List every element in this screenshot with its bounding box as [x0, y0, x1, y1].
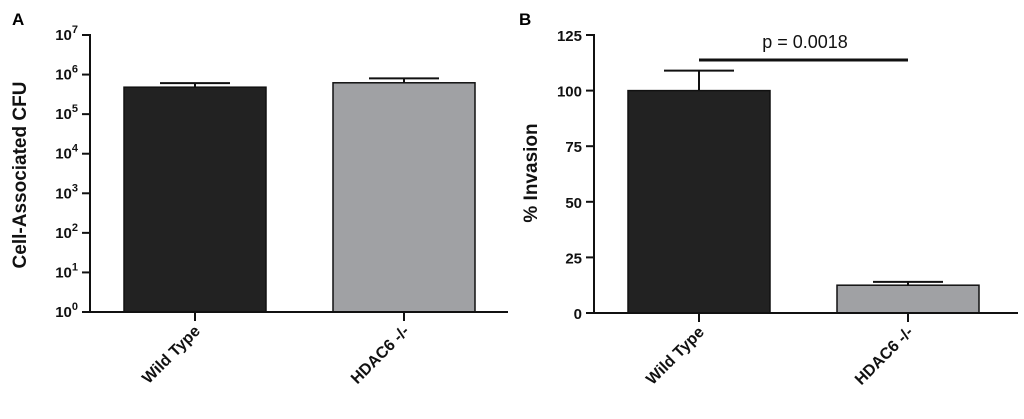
- panel-b-category-label: HDAC6 -/-: [852, 324, 917, 389]
- panel-a-bars: [123, 77, 476, 313]
- panel-b-y-tick-label: 125: [557, 28, 582, 45]
- panel-b-bar: [627, 89, 771, 314]
- panel-b-y-ticks: 0 25 50 75 100 125: [557, 28, 594, 323]
- panel-b-y-tick-label: 75: [565, 139, 582, 156]
- panel-b-category-label: Wild Type: [643, 324, 708, 389]
- panel-b-x-tick-labels: Wild Type HDAC6 -/-: [643, 313, 917, 389]
- panel-a-y-tick-label: 103: [55, 182, 78, 202]
- panel-a-category-label: Wild Type: [139, 323, 204, 388]
- panel-b-y-tick-label: 100: [557, 84, 582, 101]
- panel-b-label: B: [519, 10, 531, 29]
- panel-a-label: A: [12, 10, 24, 29]
- panel-b-bars: [627, 69, 980, 314]
- panel-a-category-label: HDAC6 -/-: [348, 323, 413, 388]
- panel-a-bar: [332, 82, 476, 313]
- panel-b-y-tick-label: 0: [574, 306, 582, 323]
- panel-b-y-tick-label: 50: [565, 195, 582, 212]
- panel-a-y-tick-label: 101: [55, 261, 78, 281]
- panel-b-y-tick-label: 25: [565, 250, 582, 267]
- panel-b: B % Invasion 0 25 50 75 100 125 Wild Type HDAC…: [519, 10, 1018, 389]
- panel-a-y-ticks: 100 101 102 103 104 105 106 107: [55, 24, 90, 321]
- panel-a-bar: [123, 86, 267, 313]
- panel-a-y-tick-label: 107: [55, 24, 78, 44]
- panel-a-y-tick-label: 106: [55, 64, 78, 84]
- panel-b-bar: [836, 284, 980, 314]
- panel-a-y-tick-label: 102: [55, 222, 78, 242]
- panel-a-y-axis-label: Cell-Associated CFU: [10, 82, 31, 269]
- panel-a: A Cell-Associated CFU 100 101 102 103 104 105…: [10, 10, 508, 388]
- panel-a-y-tick-label: 100: [55, 301, 78, 321]
- p-value-annotation: p = 0.0018: [762, 32, 848, 52]
- panel-a-x-tick-labels: Wild Type HDAC6 -/-: [139, 312, 413, 388]
- panel-a-y-tick-label: 105: [55, 103, 78, 123]
- panel-b-y-axis-label: % Invasion: [521, 123, 542, 222]
- panel-a-y-tick-label: 104: [55, 143, 79, 163]
